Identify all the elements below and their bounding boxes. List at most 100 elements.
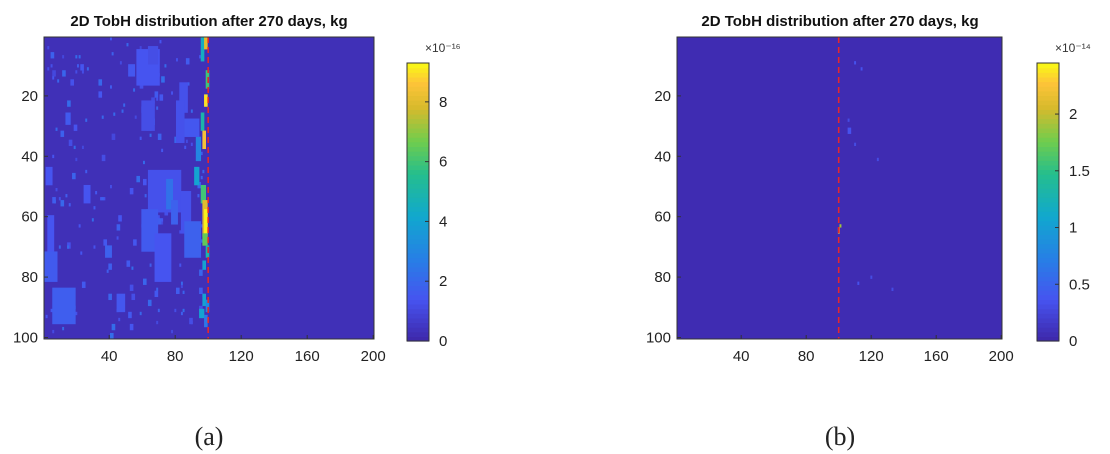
heatmap-b-cell (860, 67, 863, 71)
colorbar-a-segment (407, 280, 429, 286)
heatmap-a-cell (50, 52, 55, 59)
colorbar-b-segment (1037, 72, 1059, 78)
heatmap-a-cell (70, 79, 74, 86)
colorbar-b-segment (1037, 188, 1059, 194)
panel-a: 2D TobH distribution after 270 days, kg … (13, 13, 461, 451)
heatmap-a-cell (50, 64, 53, 68)
heatmap-a-cell (116, 224, 121, 231)
heatmap-a-cell (98, 91, 103, 98)
x-tick-b-label: 200 (989, 348, 1014, 365)
heatmap-b (677, 37, 1002, 339)
colorbar-a-segment (407, 155, 429, 161)
heatmap-a-cell (73, 124, 78, 131)
heatmap-a-cell (62, 326, 65, 331)
colorbar-a-segment (407, 188, 429, 194)
heatmap-a-cell (156, 97, 159, 101)
heatmap-a-cell (129, 323, 134, 331)
x-tick-b-label: 80 (798, 348, 815, 365)
colorbar-b-segment (1037, 192, 1059, 198)
colorbar-b-segment (1037, 127, 1059, 134)
heatmap-a-cell (180, 284, 183, 288)
x-tick-b-label: 40 (733, 348, 750, 365)
colorbar-b-segment (1037, 229, 1059, 236)
heatmap-a-cell (161, 76, 165, 83)
colorbar-a-segment (407, 243, 429, 249)
heatmap-a-cell (77, 64, 79, 68)
heatmap-a-cell (44, 251, 58, 282)
colorbar-a-segment (407, 123, 429, 129)
colorbar-a-segment (407, 100, 429, 106)
y-tick-b-label: 80 (654, 269, 671, 286)
x-tick-a-label: 40 (101, 348, 118, 365)
heatmap-a-cell (93, 206, 96, 210)
heatmap-a-cell (108, 263, 112, 270)
heatmap-a-cell (55, 188, 58, 192)
heatmap-a-cell (161, 221, 164, 225)
heatmap-a-cell (204, 209, 208, 234)
heatmap-a-cell (118, 215, 122, 222)
colorbar-a-segment (407, 262, 429, 268)
colorbar-b-segment (1037, 141, 1059, 147)
heatmap-a-cell (62, 55, 65, 59)
heatmap-b-background (677, 37, 1002, 339)
heatmap-a-cell (139, 136, 142, 140)
colorbar-b-segment (1037, 308, 1059, 314)
heatmap-a-cell (143, 160, 145, 165)
heatmap-a-cell (185, 139, 188, 143)
heatmap-a-cell (47, 67, 50, 71)
colorbar-a-segment (407, 72, 429, 78)
heatmap-a-cell (95, 191, 98, 195)
heatmap-a-cell (147, 46, 159, 65)
heatmap-a-cell (121, 109, 124, 113)
colorbar-a-segment (407, 63, 429, 69)
heatmap-a-cell (111, 323, 116, 331)
colorbar-a-segment (407, 151, 429, 157)
heatmap-a-cell (184, 221, 202, 258)
heatmap-a-cell (103, 197, 106, 201)
colorbar-a-segment (407, 239, 429, 245)
colorbar-a-segment (407, 215, 429, 222)
colorbar-a-segment (407, 192, 429, 198)
heatmap-a-cell (108, 293, 112, 301)
heatmap-a-cell (139, 46, 142, 50)
colorbar-a-segment (407, 137, 429, 143)
heatmap-a-cell (118, 317, 121, 322)
colorbar-b-segment (1037, 63, 1059, 69)
heatmap-a-cell (204, 314, 208, 328)
colorbar-b-exponent: ×10⁻¹⁴ (1055, 41, 1091, 55)
colorbar-b-segment (1037, 294, 1059, 300)
heatmap-a-cell (53, 200, 56, 204)
colorbar-b-frame (1036, 62, 1060, 342)
heatmap-a-cell (67, 100, 71, 107)
heatmap-a-cell (110, 184, 112, 189)
colorbar-b-segment (1037, 299, 1059, 305)
heatmap-a-cell (187, 82, 190, 86)
heatmap-a-cell (182, 308, 185, 313)
y-tick-b-label: 40 (654, 148, 671, 165)
x-tick-a-label: 120 (229, 348, 254, 365)
heatmap-a-cell (113, 112, 116, 116)
heatmap-a-cell (179, 263, 182, 267)
heatmap-a-cell (199, 308, 205, 319)
heatmap-a-cell (166, 178, 173, 210)
y-tick-a-label: 20 (21, 88, 38, 105)
heatmap-a-cell (200, 224, 203, 228)
colorbar-b-segment (1037, 67, 1059, 73)
heatmap-a-cell (199, 269, 203, 276)
heatmap-a-cell (141, 100, 155, 131)
heatmap-a-cell (174, 308, 177, 313)
colorbar-b-segment (1037, 248, 1059, 254)
colorbar-b-segment (1037, 100, 1059, 106)
heatmap-a-cell (65, 194, 68, 198)
heatmap-b-cell (847, 118, 850, 122)
heatmap-a-cell (171, 200, 178, 225)
heatmap-a-cell (111, 52, 114, 56)
colorbar-a-segment (407, 118, 429, 124)
colorbar-b-segment (1037, 169, 1059, 175)
heatmap-a-cell (161, 218, 164, 222)
x-tick-a-label: 80 (167, 348, 184, 365)
colorbar-b-segment (1037, 178, 1059, 185)
heatmap-a-cell (101, 115, 104, 119)
heatmap-a-cell (78, 224, 81, 228)
